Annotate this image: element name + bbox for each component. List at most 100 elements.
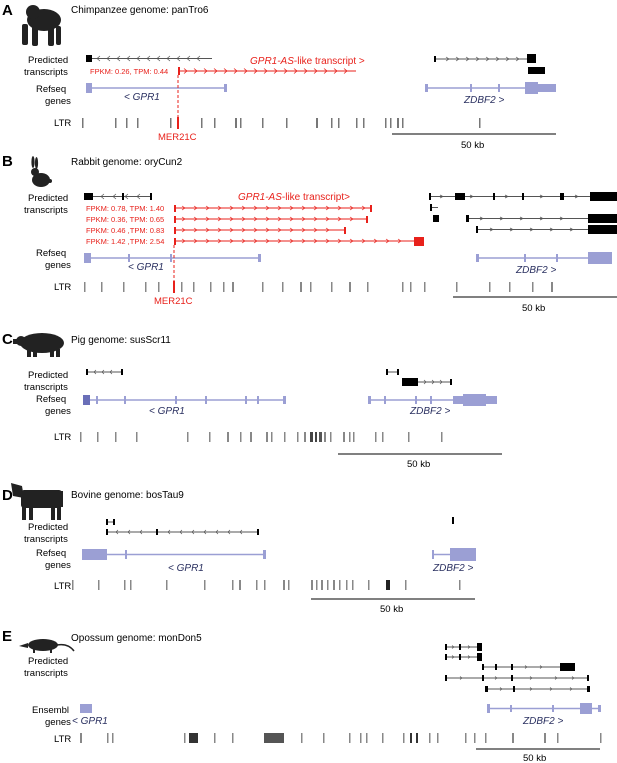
fpkm-label: FPKM: 0.46 ,TPM: 0.83 <box>86 226 164 235</box>
transcript-arrows <box>100 193 141 200</box>
gene-label-gpr1: < GPR1 <box>72 716 108 727</box>
predicted-label: Predicted <box>28 656 68 667</box>
fpkm-label: FPKM: 0.26, TPM: 0.44 <box>90 67 168 76</box>
gene-exon <box>450 548 476 561</box>
gene-exon <box>128 254 130 262</box>
gene-exon <box>245 396 247 404</box>
mer21c-element <box>173 281 175 293</box>
ensembl-label: Ensembl <box>32 705 69 716</box>
transcript-exon <box>156 529 158 535</box>
gene-exon <box>430 396 432 404</box>
red-transcript-label-italic: GPR1-AS <box>238 192 282 203</box>
fpkm-label: FPKM: 0.36, TPM: 0.65 <box>86 215 164 224</box>
panel-letter: D <box>2 487 13 504</box>
red-transcript-exons <box>174 205 424 246</box>
genome-title: Opossum genome: monDon5 <box>71 633 202 644</box>
gene-exon <box>487 704 490 713</box>
genes-label: genes <box>45 560 71 571</box>
pig-icon <box>13 333 64 357</box>
transcript-exon <box>106 529 108 535</box>
gene-exon <box>415 396 417 404</box>
gene-exon <box>598 705 601 712</box>
panel-e: E Opossum genome: monDon5 Predicted tran… <box>2 628 602 763</box>
panel-letter: A <box>2 2 13 19</box>
gene-exon <box>510 705 512 712</box>
genes-label: genes <box>45 260 71 271</box>
genes-label: genes <box>45 96 71 107</box>
gene-exon <box>463 394 486 406</box>
transcript-exon <box>150 193 152 200</box>
scale-label: 50 kb <box>380 604 403 615</box>
gene-exon <box>470 84 472 92</box>
transcript-exon <box>122 193 124 200</box>
rabbit-icon <box>31 156 52 187</box>
transcript-exon <box>121 369 123 375</box>
transcript-exon <box>106 519 108 525</box>
gene-exon <box>224 84 227 92</box>
gene-label-zdbf2: ZDBF2 > <box>515 265 556 276</box>
gene-exon <box>86 83 92 93</box>
transcript-arrows <box>93 369 113 375</box>
transcript-exon <box>386 369 388 375</box>
ltr-track <box>72 580 461 590</box>
transcript-exon <box>452 517 454 524</box>
scale-label: 50 kb <box>461 140 484 151</box>
panel-letter: B <box>2 153 13 170</box>
panel-c: C Pig genome: susScr11 Predicted transcr… <box>2 331 502 470</box>
gene-exon <box>83 395 90 405</box>
red-transcript-exon <box>178 67 180 75</box>
gene-exon <box>556 254 558 262</box>
gene-exon <box>124 396 126 404</box>
transcript-exon <box>86 369 88 375</box>
fpkm-label: FPKM: 0.78, TPM: 1.40 <box>86 204 164 213</box>
refseq-label: Refseq <box>36 394 66 405</box>
transcript-exon <box>84 193 93 200</box>
gene-exon <box>263 550 266 559</box>
chimpanzee-icon <box>22 5 61 46</box>
cow-icon <box>11 483 63 520</box>
transcript-exon <box>397 369 399 375</box>
panel-letter: C <box>2 331 13 348</box>
red-transcripts <box>174 205 414 244</box>
transcripts-label: transcripts <box>24 67 68 78</box>
transcript-exon <box>257 529 259 535</box>
gene-label-gpr1: < GPR1 <box>168 563 204 574</box>
gene-exon <box>552 705 554 712</box>
gene-label-zdbf2: ZDBF2 > <box>522 716 563 727</box>
gene-exon <box>125 550 127 559</box>
ltr-label: LTR <box>54 118 71 129</box>
gene-exon <box>425 84 428 92</box>
panel-a: A Chimpanzee genome: panTro6 Predicted t… <box>2 2 556 151</box>
gene-exon <box>476 254 479 262</box>
panel-d: D Bovine genome: bosTau9 Predicted trans… <box>2 483 476 615</box>
gene-exon <box>258 254 261 262</box>
refseq-label: Refseq <box>36 248 66 259</box>
scale-label: 50 kb <box>522 303 545 314</box>
transcript-exon <box>113 519 115 525</box>
transcript-arrows <box>445 56 520 62</box>
transcript-exon <box>528 67 545 74</box>
right-transcripts <box>445 643 590 692</box>
transcript-exon <box>434 56 436 62</box>
gene-label-zdbf2: ZDBF2 > <box>463 95 504 106</box>
mer21c-label: MER21C <box>154 296 193 307</box>
gene-exon <box>175 396 177 404</box>
transcripts-label: transcripts <box>24 382 68 393</box>
fpkm-label: FPKM: 1.42 ,TPM: 2.54 <box>86 237 164 246</box>
transcripts-label: transcripts <box>24 205 68 216</box>
right-transcripts <box>429 192 617 234</box>
gene-exon <box>538 84 556 92</box>
gene-exon <box>580 703 592 714</box>
transcripts-label: transcripts <box>24 534 68 545</box>
gene-exon <box>384 396 386 404</box>
transcript-arrows <box>423 379 443 385</box>
gene-exon <box>82 549 107 560</box>
red-transcript-arrows <box>183 68 348 74</box>
gene-exon <box>432 550 434 559</box>
mer21c-element <box>177 117 179 129</box>
ltr-label: LTR <box>54 282 71 293</box>
genes-label: genes <box>45 406 71 417</box>
genome-title: Chimpanzee genome: panTro6 <box>71 5 209 16</box>
genome-title: Rabbit genome: oryCun2 <box>71 157 183 168</box>
mer21c-label: MER21C <box>158 132 197 143</box>
